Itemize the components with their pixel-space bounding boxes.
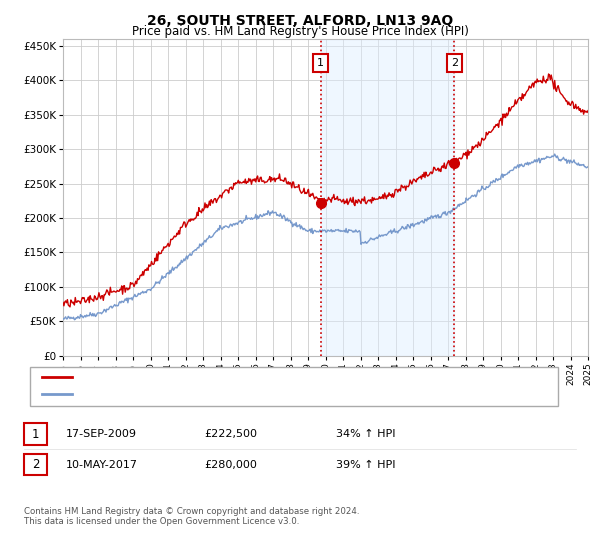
Text: 26, SOUTH STREET, ALFORD, LN13 9AQ (detached house): 26, SOUTH STREET, ALFORD, LN13 9AQ (deta… xyxy=(81,372,382,382)
Text: £280,000: £280,000 xyxy=(204,460,257,470)
Text: 1: 1 xyxy=(317,58,324,68)
Bar xyxy=(320,39,454,356)
Text: Contains HM Land Registry data © Crown copyright and database right 2024.
This d: Contains HM Land Registry data © Crown c… xyxy=(24,507,359,526)
Text: 26, SOUTH STREET, ALFORD, LN13 9AQ: 26, SOUTH STREET, ALFORD, LN13 9AQ xyxy=(147,14,453,28)
Text: 2: 2 xyxy=(451,58,458,68)
Text: 17-SEP-2009: 17-SEP-2009 xyxy=(66,429,137,439)
Text: 1: 1 xyxy=(32,427,39,441)
Text: 10-MAY-2017: 10-MAY-2017 xyxy=(66,460,138,470)
Text: HPI: Average price, detached house, East Lindsey: HPI: Average price, detached house, East… xyxy=(81,389,340,399)
Text: 34% ↑ HPI: 34% ↑ HPI xyxy=(336,429,395,439)
Text: Price paid vs. HM Land Registry's House Price Index (HPI): Price paid vs. HM Land Registry's House … xyxy=(131,25,469,38)
Text: £222,500: £222,500 xyxy=(204,429,257,439)
Text: 39% ↑ HPI: 39% ↑ HPI xyxy=(336,460,395,470)
Text: 2: 2 xyxy=(32,458,39,472)
